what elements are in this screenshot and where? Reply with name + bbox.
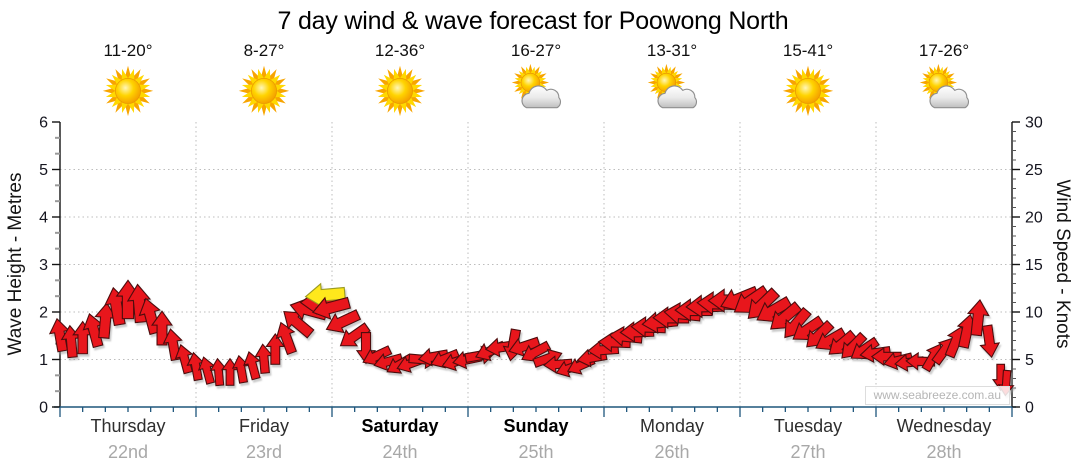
day-date-label: 24th [382, 442, 418, 462]
wind-arrow [362, 345, 393, 366]
weather-icon-wrap [100, 62, 156, 118]
wind-arrow [209, 357, 228, 387]
sun-icon [238, 65, 290, 117]
wind-arrow [186, 351, 205, 382]
wind-arrows [48, 279, 1015, 397]
wind-arrow [508, 336, 541, 357]
wind-arrow [174, 343, 194, 375]
right-axis-title: Wind Speed - Knots [1052, 179, 1073, 349]
day-date-label: 26th [654, 442, 690, 462]
left-axis-title: Wave Height - Metres [5, 172, 26, 356]
wind-arrow [243, 351, 261, 381]
sun-cloud-icon [919, 63, 969, 109]
sun-icon [374, 65, 426, 117]
sun-cloud-icon [647, 63, 697, 109]
day-temperature-range: 12-36° [374, 41, 426, 60]
left-tick-label: 0 [39, 400, 48, 417]
wind-arrow [815, 327, 847, 351]
sun-cloud-icon [511, 63, 561, 109]
left-tick-label: 2 [39, 305, 48, 322]
right-tick-label: 0 [1025, 400, 1034, 417]
page-title: 7 day wind & wave forecast for Poowong N… [277, 7, 789, 35]
wind-arrow [966, 298, 990, 337]
wind-arrow [254, 343, 274, 374]
right-tick-label: 30 [1025, 115, 1043, 132]
day-date-label: 22nd [107, 442, 149, 462]
day-temperature-range: 16-27° [510, 41, 562, 60]
day-name-label: Tuesday [773, 416, 843, 436]
axes: 0 1 2 3 4 5 6 0 5 10 15 20 25 30 [39, 115, 1043, 417]
weather-icon-wrap [780, 62, 836, 118]
day-name-label: Monday [639, 416, 705, 436]
weather-icon-wrap [236, 62, 292, 118]
day-date-label: 28th [926, 442, 962, 462]
right-tick-label: 5 [1025, 352, 1034, 369]
weather-icon-wrap [508, 62, 564, 118]
right-tick-label: 20 [1025, 210, 1043, 227]
weather-icon-wrap [916, 62, 972, 118]
day-name-label: Wednesday [896, 416, 992, 436]
day-name-label: Friday [238, 416, 289, 436]
wind-arrow [197, 356, 216, 385]
wind-arrow [339, 322, 371, 347]
sun-icon [102, 65, 154, 117]
wind-arrow [312, 296, 352, 320]
gridlines [60, 122, 1012, 407]
day-temperature-range: 11-20° [103, 41, 153, 60]
day-temperature-range: 15-41° [782, 41, 834, 60]
wind-arrow [265, 332, 286, 365]
day-name-label: Thursday [90, 416, 166, 436]
left-tick-label: 5 [39, 162, 48, 179]
wind-arrow [325, 309, 362, 334]
left-tick-label: 3 [39, 257, 48, 274]
day-date-label: 27th [790, 442, 826, 462]
wind-arrow [979, 324, 1001, 359]
weather-icon-wrap [644, 62, 700, 118]
day-name-label: Sunday [503, 416, 569, 436]
day-temperature-range: 13-31° [646, 41, 698, 60]
right-tick-label: 10 [1025, 305, 1043, 322]
day-temperature-range: 17-26° [918, 41, 970, 60]
right-tick-label: 15 [1025, 257, 1043, 274]
left-tick-label: 1 [39, 352, 48, 369]
day-date-label: 25th [518, 442, 554, 462]
weather-icon-wrap [372, 62, 428, 118]
wind-arrow [82, 312, 104, 349]
wind-arrow [283, 310, 315, 339]
wind-arrow [373, 353, 404, 372]
left-tick-label: 4 [39, 210, 48, 227]
day-name-label: Saturday [361, 416, 439, 436]
wind-arrow [542, 355, 573, 374]
right-tick-label: 25 [1025, 162, 1043, 179]
sun-icon [782, 65, 834, 117]
wind-arrow [417, 347, 449, 367]
day-temperature-range: 8-27° [243, 41, 285, 60]
watermark: www.seabreeze.com.au [864, 386, 1010, 405]
day-date-label: 23rd [245, 442, 283, 462]
wind-arrow [792, 315, 825, 341]
left-tick-label: 6 [39, 115, 48, 132]
